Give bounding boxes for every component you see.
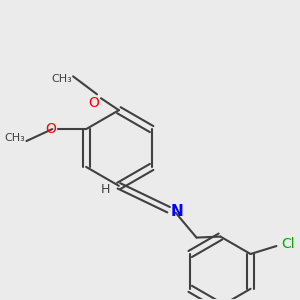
Text: CH₃: CH₃ xyxy=(5,133,26,143)
Text: Cl: Cl xyxy=(281,237,295,251)
Text: O: O xyxy=(88,96,99,110)
Text: N: N xyxy=(171,204,183,219)
Text: O: O xyxy=(45,122,56,136)
Text: H: H xyxy=(100,183,110,196)
Text: CH₃: CH₃ xyxy=(51,74,72,84)
